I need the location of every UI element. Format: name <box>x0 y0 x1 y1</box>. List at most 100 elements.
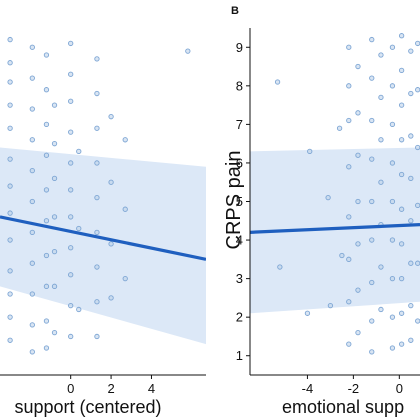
data-point <box>94 333 100 340</box>
y-tick-label: 7 <box>236 117 243 132</box>
data-point <box>7 237 13 243</box>
data-point <box>7 125 13 131</box>
data-point <box>51 214 58 220</box>
data-point <box>408 133 414 139</box>
data-point <box>43 121 50 128</box>
data-point <box>369 156 375 162</box>
data-point <box>389 275 396 282</box>
data-point <box>7 291 13 297</box>
data-point <box>51 141 58 147</box>
data-point <box>29 229 35 235</box>
data-point <box>408 337 414 343</box>
x-tick-label: 4 <box>148 381 155 396</box>
data-point <box>29 198 35 205</box>
confidence-band <box>0 147 206 345</box>
data-point <box>122 275 128 282</box>
data-point <box>68 40 74 47</box>
data-point <box>94 90 100 97</box>
data-point <box>29 44 35 50</box>
data-point <box>94 160 100 166</box>
data-point <box>29 260 35 266</box>
data-point <box>29 322 35 328</box>
data-point <box>378 137 384 143</box>
data-point <box>108 241 114 247</box>
data-point <box>369 349 375 355</box>
data-point <box>389 314 396 320</box>
data-point <box>346 256 352 262</box>
data-point <box>68 98 74 104</box>
data-point <box>369 198 375 205</box>
data-point <box>369 117 375 124</box>
x-tick-label: 2 <box>107 381 114 396</box>
data-point <box>68 129 74 135</box>
data-point <box>43 283 50 289</box>
data-point <box>29 168 35 174</box>
data-point <box>122 206 128 212</box>
data-point <box>415 87 420 93</box>
data-point <box>415 260 420 266</box>
data-point <box>378 306 384 313</box>
data-point <box>339 252 345 259</box>
data-point <box>7 79 13 85</box>
data-point <box>29 291 35 297</box>
data-point <box>408 48 414 54</box>
data-point <box>43 152 50 158</box>
data-point <box>68 71 74 77</box>
data-point <box>94 299 100 305</box>
data-point <box>43 345 50 351</box>
data-point <box>369 279 375 286</box>
data-point <box>51 102 58 108</box>
data-point <box>336 125 343 131</box>
data-point <box>389 44 396 50</box>
y-tick-label: 9 <box>236 40 243 55</box>
x-tick-label: -4 <box>302 381 314 396</box>
data-point <box>398 137 405 143</box>
data-point <box>76 306 82 313</box>
data-point <box>108 179 114 185</box>
y-tick-label: 8 <box>236 78 243 93</box>
data-point <box>355 287 361 293</box>
data-point <box>7 314 13 320</box>
data-point <box>7 268 13 274</box>
data-point <box>76 225 82 232</box>
data-point <box>307 148 313 155</box>
data-point <box>122 137 128 143</box>
data-point <box>389 83 396 89</box>
data-point <box>108 295 114 301</box>
data-point <box>68 214 74 220</box>
data-point <box>389 121 396 128</box>
data-point <box>43 187 50 193</box>
panel-b-label: B <box>231 5 239 17</box>
data-point <box>68 187 74 193</box>
data-point <box>355 329 361 336</box>
data-point <box>68 160 74 166</box>
data-point <box>398 33 405 39</box>
data-point <box>408 260 414 266</box>
data-point <box>7 183 13 189</box>
data-point <box>94 229 100 235</box>
data-point <box>389 160 396 166</box>
data-point <box>398 241 405 247</box>
data-point <box>29 106 35 112</box>
y-tick-label: 5 <box>236 194 243 209</box>
data-point <box>7 102 13 108</box>
data-point <box>51 175 58 182</box>
data-point <box>68 272 74 278</box>
data-point <box>43 218 50 224</box>
data-point <box>76 148 82 155</box>
data-point <box>389 345 396 351</box>
data-point <box>389 237 396 243</box>
data-point <box>43 318 50 324</box>
x-axis-label: emotional supp <box>282 397 404 417</box>
plot-area <box>0 36 206 355</box>
data-point <box>7 156 13 162</box>
data-point <box>378 52 384 58</box>
data-point <box>415 40 420 47</box>
data-point <box>369 75 375 81</box>
y-tick-label: 1 <box>236 348 243 363</box>
data-point <box>378 179 384 185</box>
data-point <box>68 302 74 309</box>
